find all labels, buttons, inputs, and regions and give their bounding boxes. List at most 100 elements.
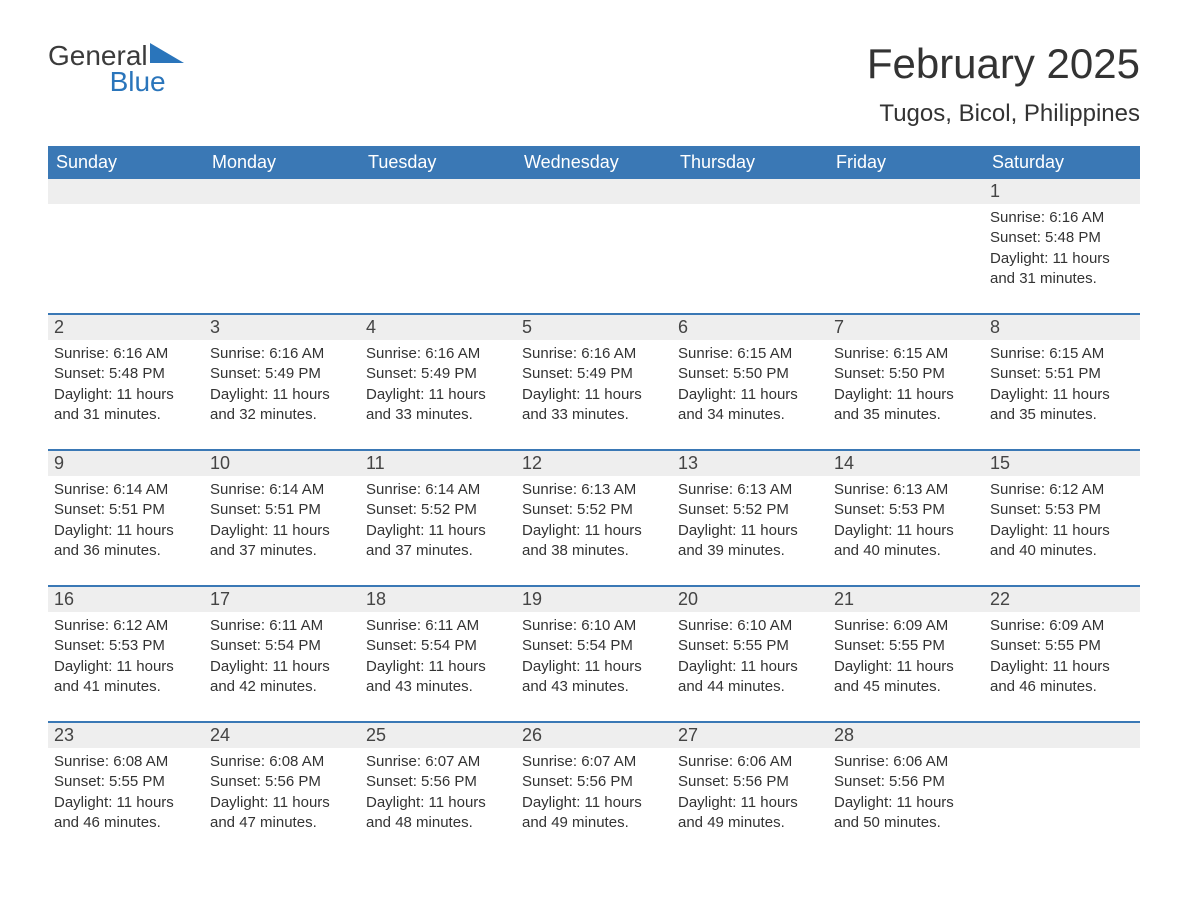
sunrise-text: Sunrise: 6:16 AM (210, 344, 354, 364)
day-number-cell (48, 179, 204, 204)
day-number-cell (360, 179, 516, 204)
daylight-text: Daylight: 11 hours and 40 minutes. (990, 521, 1134, 562)
sunset-text: Sunset: 5:49 PM (366, 364, 510, 384)
sunset-text: Sunset: 5:50 PM (678, 364, 822, 384)
sunrise-text: Sunrise: 6:12 AM (54, 616, 198, 636)
dow-saturday: Saturday (984, 146, 1140, 179)
day-details-cell (984, 748, 1140, 839)
sunset-text: Sunset: 5:53 PM (834, 500, 978, 520)
day-details-cell (672, 204, 828, 295)
sunrise-text: Sunrise: 6:12 AM (990, 480, 1134, 500)
daylight-text: Daylight: 11 hours and 37 minutes. (210, 521, 354, 562)
day-number-cell (672, 179, 828, 204)
daylight-text: Daylight: 11 hours and 31 minutes. (990, 249, 1134, 290)
day-number-cell (984, 723, 1140, 748)
location-subtitle: Tugos, Bicol, Philippines (867, 100, 1140, 128)
logo-triangle-icon (150, 40, 184, 68)
daylight-text: Daylight: 11 hours and 40 minutes. (834, 521, 978, 562)
day-number-cell: 20 (672, 587, 828, 612)
day-number-cell: 1 (984, 179, 1140, 204)
day-number-cell: 3 (204, 315, 360, 340)
sunset-text: Sunset: 5:54 PM (210, 636, 354, 656)
sunset-text: Sunset: 5:49 PM (522, 364, 666, 384)
day-number-cell: 6 (672, 315, 828, 340)
day-details-cell: Sunrise: 6:13 AMSunset: 5:53 PMDaylight:… (828, 476, 984, 567)
day-details-cell: Sunrise: 6:06 AMSunset: 5:56 PMDaylight:… (828, 748, 984, 839)
day-number-cell: 21 (828, 587, 984, 612)
day-details-cell: Sunrise: 6:11 AMSunset: 5:54 PMDaylight:… (204, 612, 360, 703)
sunset-text: Sunset: 5:56 PM (210, 772, 354, 792)
sunset-text: Sunset: 5:52 PM (366, 500, 510, 520)
sunrise-text: Sunrise: 6:07 AM (522, 752, 666, 772)
week-block: 1Sunrise: 6:16 AMSunset: 5:48 PMDaylight… (48, 179, 1140, 295)
day-number-cell: 26 (516, 723, 672, 748)
sunset-text: Sunset: 5:53 PM (54, 636, 198, 656)
daylight-text: Daylight: 11 hours and 33 minutes. (366, 385, 510, 426)
day-details-row: Sunrise: 6:08 AMSunset: 5:55 PMDaylight:… (48, 748, 1140, 839)
weeks-container: 1Sunrise: 6:16 AMSunset: 5:48 PMDaylight… (48, 179, 1140, 839)
sunrise-text: Sunrise: 6:13 AM (522, 480, 666, 500)
daylight-text: Daylight: 11 hours and 33 minutes. (522, 385, 666, 426)
day-details-cell: Sunrise: 6:15 AMSunset: 5:50 PMDaylight:… (672, 340, 828, 431)
day-number-cell: 23 (48, 723, 204, 748)
day-details-row: Sunrise: 6:12 AMSunset: 5:53 PM Daylight:… (48, 612, 1140, 703)
daylight-text: Daylight: 11 hours and 34 minutes. (678, 385, 822, 426)
day-number-cell: 9 (48, 451, 204, 476)
day-number-cell: 18 (360, 587, 516, 612)
day-number-cell (516, 179, 672, 204)
day-details-cell: Sunrise: 6:12 AMSunset: 5:53 PMDaylight:… (48, 612, 204, 703)
daylight-text: Daylight: 11 hours and 35 minutes. (834, 385, 978, 426)
day-details-cell: Sunrise: 6:08 AMSunset: 5:55 PMDaylight:… (48, 748, 204, 839)
day-details-cell: Sunrise: 6:07 AMSunset: 5:56 PMDaylight:… (516, 748, 672, 839)
day-details-cell (48, 204, 204, 295)
day-number-cell: 24 (204, 723, 360, 748)
sunrise-text: Sunrise: 6:15 AM (990, 344, 1134, 364)
day-number-cell (204, 179, 360, 204)
logo: General Blue (48, 40, 184, 96)
day-number-cell: 5 (516, 315, 672, 340)
sunset-text: Sunset: 5:48 PM (54, 364, 198, 384)
day-number-cell: 16 (48, 587, 204, 612)
day-details-cell: Sunrise: 6:09 AMSunset: 5:55 PMDaylight:… (984, 612, 1140, 703)
daylight-text: Daylight: 11 hours and 45 minutes. (834, 657, 978, 698)
sunset-text: Sunset: 5:56 PM (366, 772, 510, 792)
dow-tuesday: Tuesday (360, 146, 516, 179)
day-details-cell: Sunrise: 6:13 AMSunset: 5:52 PMDaylight:… (516, 476, 672, 567)
dow-monday: Monday (204, 146, 360, 179)
day-details-cell: Sunrise: 6:16 AMSunset: 5:48 PMDaylight:… (984, 204, 1140, 295)
day-number-cell: 13 (672, 451, 828, 476)
day-details-cell: Sunrise: 6:09 AMSunset: 5:55 PMDaylight:… (828, 612, 984, 703)
sunrise-text: Sunrise: 6:08 AM (54, 752, 198, 772)
sunrise-text: Sunrise: 6:11 AM (210, 616, 354, 636)
sunrise-text: Sunrise: 6:10 AM (522, 616, 666, 636)
title-block: February 2025 Tugos, Bicol, Philippines (867, 40, 1140, 128)
day-details-cell: Sunrise: 6:14 AMSunset: 5:51 PMDaylight:… (48, 476, 204, 567)
sunrise-text: Sunrise: 6:15 AM (678, 344, 822, 364)
daylight-text: Daylight: 11 hours and 43 minutes. (366, 657, 510, 698)
day-number-cell: 22 (984, 587, 1140, 612)
dow-friday: Friday (828, 146, 984, 179)
days-of-week-header: Sunday Monday Tuesday Wednesday Thursday… (48, 146, 1140, 179)
day-details-cell: Sunrise: 6:06 AMSunset: 5:56 PMDaylight:… (672, 748, 828, 839)
day-details-cell: Sunrise: 6:14 AMSunset: 5:52 PMDaylight:… (360, 476, 516, 567)
sunset-text: Sunset: 5:51 PM (54, 500, 198, 520)
sunrise-text: Sunrise: 6:16 AM (366, 344, 510, 364)
day-number-cell: 25 (360, 723, 516, 748)
sunrise-text: Sunrise: 6:07 AM (366, 752, 510, 772)
day-number-cell: 11 (360, 451, 516, 476)
sunset-text: Sunset: 5:51 PM (210, 500, 354, 520)
logo-text-blue: Blue (48, 68, 184, 96)
day-number-cell: 12 (516, 451, 672, 476)
day-number-cell: 2 (48, 315, 204, 340)
sunrise-text: Sunrise: 6:10 AM (678, 616, 822, 636)
day-details-cell (204, 204, 360, 295)
daylight-text: Daylight: 11 hours and 50 minutes. (834, 793, 978, 834)
day-details-cell: Sunrise: 6:10 AMSunset: 5:54 PMDaylight:… (516, 612, 672, 703)
day-details-cell (360, 204, 516, 295)
dow-sunday: Sunday (48, 146, 204, 179)
daylight-text: Daylight: 11 hours and 32 minutes. (210, 385, 354, 426)
day-details-cell: Sunrise: 6:16 AMSunset: 5:49 PMDaylight:… (360, 340, 516, 431)
sunset-text: Sunset: 5:53 PM (990, 500, 1134, 520)
sunrise-text: Sunrise: 6:16 AM (54, 344, 198, 364)
sunset-text: Sunset: 5:55 PM (678, 636, 822, 656)
